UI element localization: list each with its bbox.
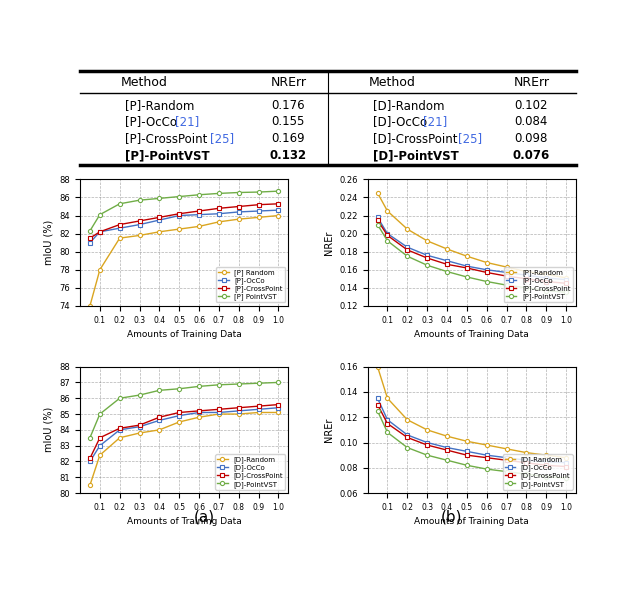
Text: [D]-OcCo: [D]-OcCo (372, 115, 431, 128)
X-axis label: Amounts of Training Data: Amounts of Training Data (127, 330, 241, 339)
Text: [D]-CrossPoint: [D]-CrossPoint (372, 132, 461, 145)
Text: 0.084: 0.084 (515, 115, 548, 128)
Text: [D]-PointVST: [D]-PointVST (372, 149, 458, 162)
Text: 0.176: 0.176 (271, 99, 305, 112)
Text: (a): (a) (193, 510, 214, 525)
Text: 0.102: 0.102 (515, 99, 548, 112)
Y-axis label: mIoU (%): mIoU (%) (44, 220, 54, 265)
Text: Method: Method (369, 76, 416, 89)
X-axis label: Amounts of Training Data: Amounts of Training Data (415, 517, 529, 526)
Text: 0.076: 0.076 (513, 149, 550, 162)
Legend: [P] Random, [P]-OcCo, [P]-CrossPoint, [P] PointVST: [P] Random, [P]-OcCo, [P]-CrossPoint, [P… (216, 267, 285, 303)
Text: [21]: [21] (423, 115, 447, 128)
Text: [P]-CrossPoint: [P]-CrossPoint (125, 132, 211, 145)
Text: [D]-Random: [D]-Random (372, 99, 444, 112)
Text: [P]-PointVST: [P]-PointVST (125, 149, 209, 162)
Text: 0.132: 0.132 (269, 149, 307, 162)
Text: Method: Method (121, 76, 168, 89)
Text: [P]-OcCo: [P]-OcCo (125, 115, 180, 128)
Y-axis label: NREr: NREr (324, 418, 334, 442)
Text: NRErr: NRErr (513, 76, 549, 89)
Text: [21]: [21] (175, 115, 199, 128)
Legend: [P]-Random, [P]-OcCo, [P]-CrossPoint, [P]-PointVST: [P]-Random, [P]-OcCo, [P]-CrossPoint, [P… (504, 267, 573, 303)
Text: [25]: [25] (211, 132, 235, 145)
Text: 0.169: 0.169 (271, 132, 305, 145)
Text: (b): (b) (441, 510, 463, 525)
Text: [P]-Random: [P]-Random (125, 99, 194, 112)
Y-axis label: NREr: NREr (324, 230, 334, 255)
X-axis label: Amounts of Training Data: Amounts of Training Data (415, 330, 529, 339)
X-axis label: Amounts of Training Data: Amounts of Training Data (127, 517, 241, 526)
Legend: [D]-Random, [D]-OcCo, [D]-CrossPoint, [D]-PointVST: [D]-Random, [D]-OcCo, [D]-CrossPoint, [D… (503, 454, 573, 490)
Text: [25]: [25] (458, 132, 483, 145)
Text: 0.155: 0.155 (271, 115, 305, 128)
Text: 0.098: 0.098 (515, 132, 548, 145)
Text: NRErr: NRErr (270, 76, 307, 89)
Legend: [D]-Random, [D]-OcCo, [D]-CrossPoint, [D]-PointVST: [D]-Random, [D]-OcCo, [D]-CrossPoint, [D… (215, 454, 285, 490)
Y-axis label: mIoU (%): mIoU (%) (44, 407, 54, 452)
